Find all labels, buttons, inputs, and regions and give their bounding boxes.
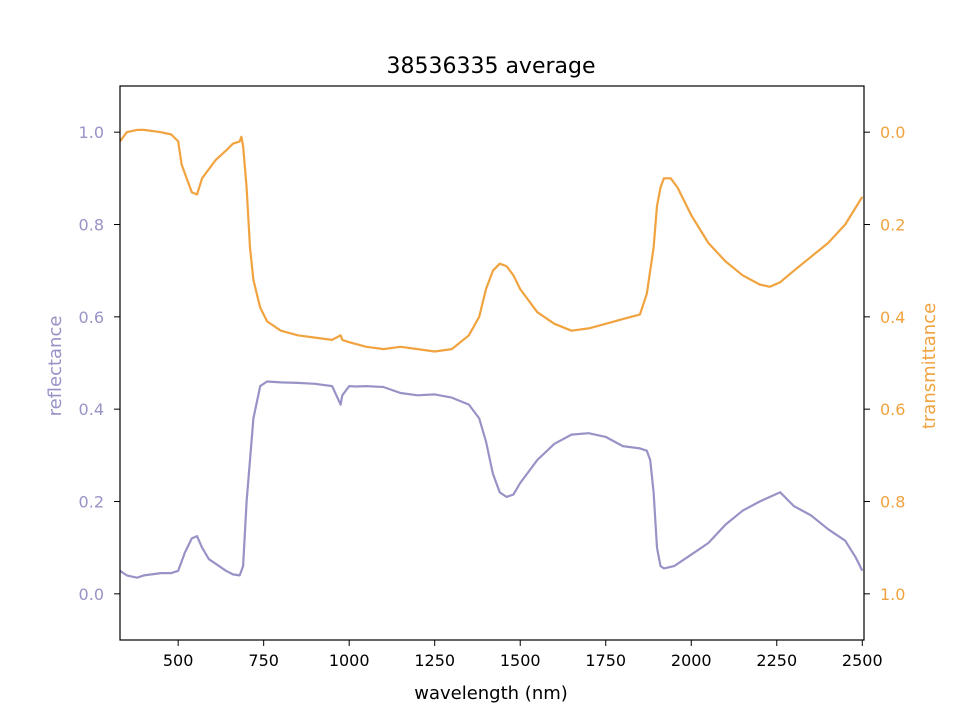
transmittance-line: [119, 128, 864, 353]
x-tick-label: 1500: [500, 651, 541, 670]
y-right-axis-title: transmittance: [919, 303, 940, 429]
y-left-tick-label: 1.0: [79, 123, 104, 142]
y-left-axis-title: reflectance: [45, 316, 66, 417]
y-right-tick-label: 0.8: [880, 493, 905, 512]
y-right-tick-label: 0.0: [880, 123, 905, 142]
y-right-axis: 0.0 0.2 0.4 0.6 0.8 1.0: [864, 123, 905, 604]
x-tick-label: 750: [248, 651, 279, 670]
y-left-tick-label: 0.8: [79, 216, 104, 235]
x-tick-label: 500: [163, 651, 194, 670]
y-right-tick-label: 0.4: [880, 308, 905, 327]
x-tick-label: 2000: [671, 651, 712, 670]
x-axis-title: wavelength (nm): [414, 683, 568, 704]
reflectance-line: [119, 380, 864, 579]
x-axis: 500 750 1000 1250 1500 1750 2000 2250 2500: [163, 640, 883, 670]
plot-frame: [119, 85, 865, 641]
y-left-tick-label: 0.6: [79, 308, 104, 327]
x-tick-label: 1000: [329, 651, 370, 670]
x-tick-label: 1750: [585, 651, 626, 670]
x-tick-label: 2500: [842, 651, 883, 670]
x-tick-label: 2250: [756, 651, 797, 670]
y-right-tick-label: 0.2: [880, 216, 905, 235]
y-left-tick-label: 0.2: [79, 493, 104, 512]
y-left-tick-label: 0.0: [79, 585, 104, 604]
x-tick-label: 1250: [414, 651, 455, 670]
chart-title: 38536335 average: [386, 54, 595, 79]
plot-area: [119, 128, 864, 579]
y-left-axis: 0.0 0.2 0.4 0.6 0.8 1.0: [79, 123, 120, 604]
y-left-tick-label: 0.4: [79, 400, 104, 419]
y-right-tick-label: 1.0: [880, 585, 905, 604]
y-right-tick-label: 0.6: [880, 400, 905, 419]
